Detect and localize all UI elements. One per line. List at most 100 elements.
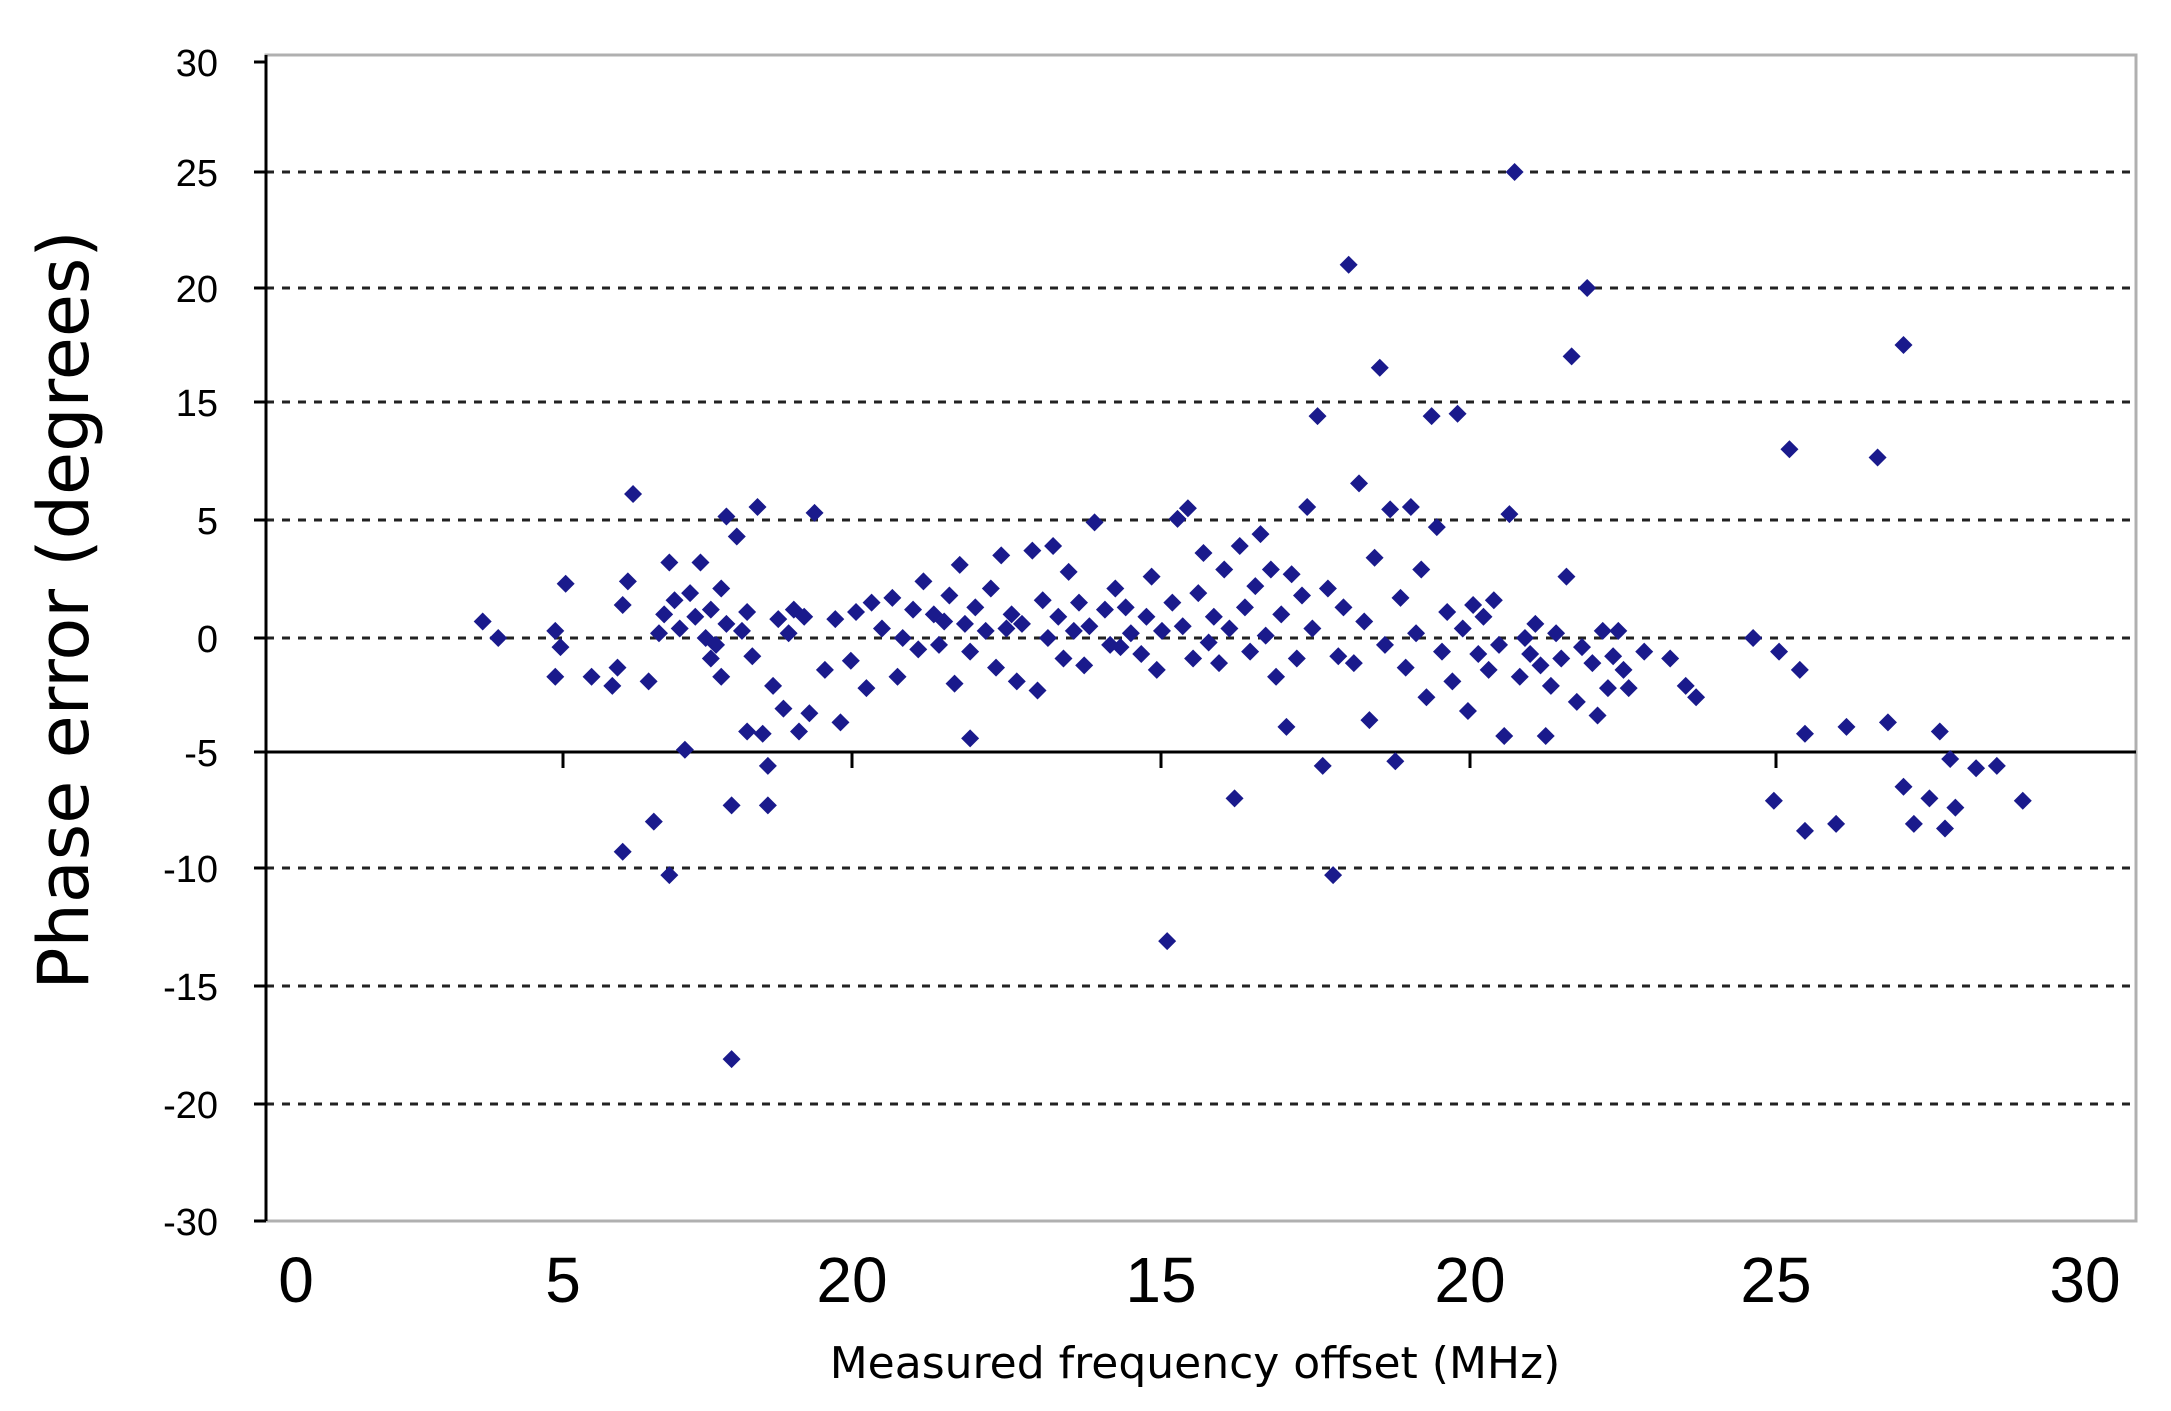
y-tick-label: 15 [176,383,218,425]
data-point [1178,499,1197,518]
data-point [847,603,866,622]
data-point [546,667,565,686]
data-point [774,699,793,718]
data-point [624,485,643,504]
data-point [1536,727,1555,746]
data-point [1173,617,1192,636]
data-point [473,612,492,631]
data-point [1106,579,1125,598]
data-point [1868,448,1887,467]
data-point [1412,560,1431,579]
data-point [862,593,881,612]
data-point [1521,644,1540,663]
data-point [764,676,783,695]
data-point [1987,756,2006,775]
data-point [831,713,850,732]
data-point [779,624,798,643]
data-point [1479,660,1498,679]
data-point [1158,932,1177,951]
data-point [551,638,570,657]
data-point [872,619,891,638]
data-point [1370,358,1389,377]
y-tick-label: -15 [163,967,218,1009]
data-point [1604,647,1623,666]
data-point [904,600,923,619]
data-point [950,555,969,574]
data-point [670,619,689,638]
data-point [1303,619,1322,638]
data-point [992,546,1011,565]
data-point [1028,681,1047,700]
data-point [707,635,726,654]
y-axis-label: Phase error (degrees) [23,230,105,989]
data-point [1272,605,1291,624]
data-point [893,629,912,647]
data-point [556,574,575,593]
data-point [966,598,985,617]
y-tick-label: 5 [197,501,218,543]
data-point [722,1050,741,1069]
data-point [1064,621,1083,640]
x-tick-label: 15 [1125,1244,1196,1316]
data-point [987,658,1006,677]
data-point [1163,593,1182,612]
data-point [1116,598,1135,617]
data-point [1484,591,1503,610]
data-point [1241,642,1260,661]
data-point [976,621,995,640]
data-point [748,498,767,517]
data-point [727,527,746,546]
data-point [1168,509,1187,528]
data-point [1225,789,1244,808]
x-tick-label: 0 [278,1244,314,1316]
data-point [981,579,1000,598]
data-point [1324,866,1343,885]
data-point [1490,635,1509,654]
data-point [1401,498,1420,517]
data-point [732,621,751,640]
data-point [1448,404,1467,423]
data-point [1894,336,1913,354]
data-point [1593,621,1612,640]
data-point [743,647,762,666]
data-point [1070,593,1089,612]
data-point [1235,598,1254,617]
data-point [1007,672,1026,691]
data-point [1770,642,1789,661]
data-point [655,605,674,624]
y-tick-label: -30 [163,1202,218,1244]
data-point [1935,819,1954,838]
y-tick-label: 20 [176,269,218,311]
data-point [930,635,949,654]
data-point [1184,649,1203,668]
data-point [1827,814,1846,833]
data-point [1614,660,1633,679]
data-point [1137,607,1156,626]
x-tick-label: 20 [816,1244,887,1316]
data-point [1904,814,1923,833]
data-point [1438,603,1457,622]
data-point [1313,756,1332,775]
data-point [1557,567,1576,586]
data-point [1329,647,1348,666]
data-point [1422,407,1441,426]
data-point [753,724,772,743]
data-point [1407,624,1426,643]
data-point [945,674,964,693]
data-point [675,740,694,759]
data-point [712,667,731,686]
y-tick-label: 25 [176,153,218,195]
data-point [1080,617,1099,636]
data-point [722,796,741,815]
data-point [2013,791,2032,810]
data-point [489,629,508,647]
data-point [1562,347,1581,366]
data-point [1350,474,1369,493]
data-point [1292,586,1311,605]
data-point [1277,717,1296,736]
data-point [935,612,954,631]
data-point [1432,642,1451,661]
data-point [1365,548,1384,567]
data-point [955,614,974,633]
